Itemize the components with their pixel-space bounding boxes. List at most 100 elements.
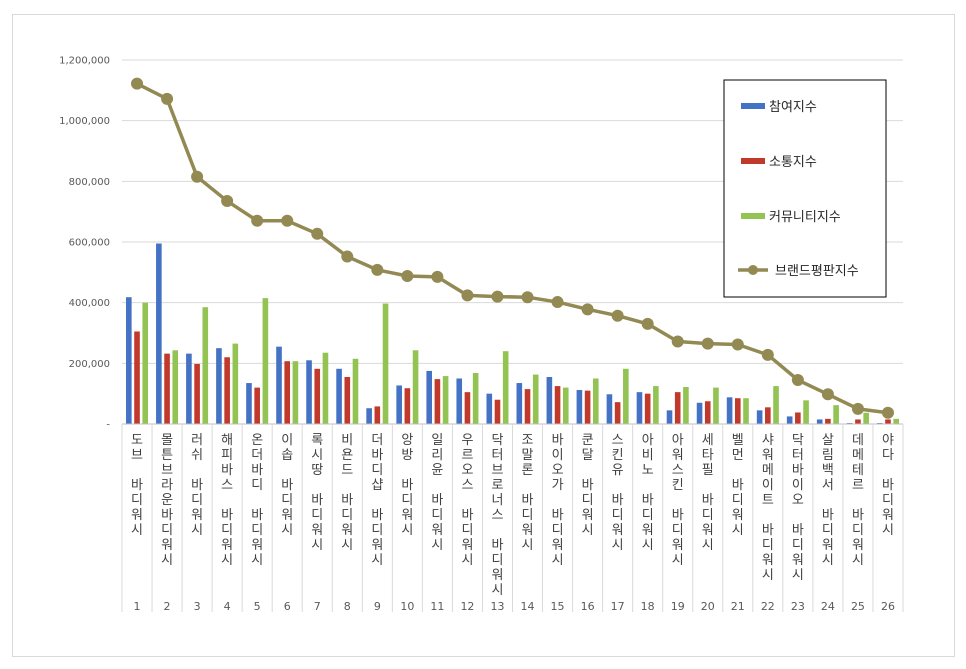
rank-label: 24 xyxy=(821,600,835,613)
rank-label: 18 xyxy=(641,600,655,613)
y-tick-label: 400,000 xyxy=(69,298,110,309)
rank-label: 12 xyxy=(460,600,474,613)
bar xyxy=(164,353,170,424)
bar xyxy=(623,368,629,424)
bar xyxy=(614,402,621,424)
bar xyxy=(786,416,793,424)
bar xyxy=(254,387,260,424)
brand-index-line xyxy=(131,77,894,419)
line-point xyxy=(251,214,264,227)
legend-marker xyxy=(748,265,758,275)
bar xyxy=(816,419,823,424)
rank-label: 11 xyxy=(430,600,444,613)
bar xyxy=(224,357,230,424)
rank-label: 17 xyxy=(611,600,625,613)
legend-label: 소통지수 xyxy=(769,155,817,170)
bar xyxy=(382,303,389,424)
rank-label: 10 xyxy=(400,600,414,613)
rank-label: 8 xyxy=(344,600,351,613)
rank-label: 21 xyxy=(731,600,745,613)
bar xyxy=(276,346,282,424)
line-point xyxy=(761,348,774,361)
bar xyxy=(532,374,539,424)
rank-label: 7 xyxy=(314,600,321,613)
rank-label: 1 xyxy=(134,600,141,613)
line-point xyxy=(161,92,174,105)
line-point xyxy=(371,263,384,276)
bar xyxy=(502,351,509,424)
bar xyxy=(426,370,433,424)
bar xyxy=(803,400,809,424)
bar xyxy=(833,405,839,424)
bar xyxy=(374,406,381,424)
y-axis-ticks: - 200,000 400,000 600,000 800,000 1,000,000 1,… xyxy=(59,56,110,431)
bar xyxy=(366,408,372,424)
bar xyxy=(246,383,252,424)
bar xyxy=(344,376,351,424)
bar xyxy=(284,361,291,424)
bar xyxy=(262,298,269,424)
line-point xyxy=(701,337,714,350)
bar xyxy=(156,243,162,424)
bar xyxy=(202,307,209,424)
bar xyxy=(216,348,222,424)
rank-label: 15 xyxy=(551,600,565,613)
bar xyxy=(352,358,359,424)
bar xyxy=(456,378,463,424)
bar xyxy=(442,376,449,424)
rank-label: 3 xyxy=(194,600,201,613)
line-point xyxy=(851,402,864,415)
legend-swatch xyxy=(741,158,765,164)
bar xyxy=(486,393,493,424)
bar xyxy=(232,343,239,424)
bar xyxy=(516,383,523,424)
bar xyxy=(893,418,899,424)
rank-label: 6 xyxy=(284,600,291,613)
legend-label: 브랜드평판지수 xyxy=(775,264,859,279)
y-tick-label: - xyxy=(106,420,110,431)
rank-label: 22 xyxy=(761,600,775,613)
bar xyxy=(524,389,531,424)
bar xyxy=(795,412,801,424)
bar xyxy=(336,368,342,424)
bar xyxy=(606,394,613,424)
bar xyxy=(825,418,831,424)
bar xyxy=(142,302,149,424)
bar xyxy=(855,419,861,424)
bar xyxy=(743,398,749,424)
rank-label: 23 xyxy=(791,600,805,613)
line-point xyxy=(461,289,474,302)
bar xyxy=(653,386,659,424)
line-point xyxy=(431,270,444,283)
bar xyxy=(584,390,591,424)
bar xyxy=(194,363,200,424)
rank-label: 13 xyxy=(490,600,504,613)
y-tick-label: 600,000 xyxy=(69,238,110,249)
line-point xyxy=(131,77,144,90)
bar xyxy=(554,386,561,424)
bar xyxy=(404,388,411,424)
bar xyxy=(683,386,689,424)
y-tick-label: 200,000 xyxy=(69,359,110,370)
line-point xyxy=(521,291,534,304)
rank-label: 2 xyxy=(164,600,171,613)
bar xyxy=(464,392,471,424)
bar xyxy=(546,376,553,424)
bar xyxy=(306,360,312,424)
bar xyxy=(126,297,132,424)
bar xyxy=(674,392,681,424)
